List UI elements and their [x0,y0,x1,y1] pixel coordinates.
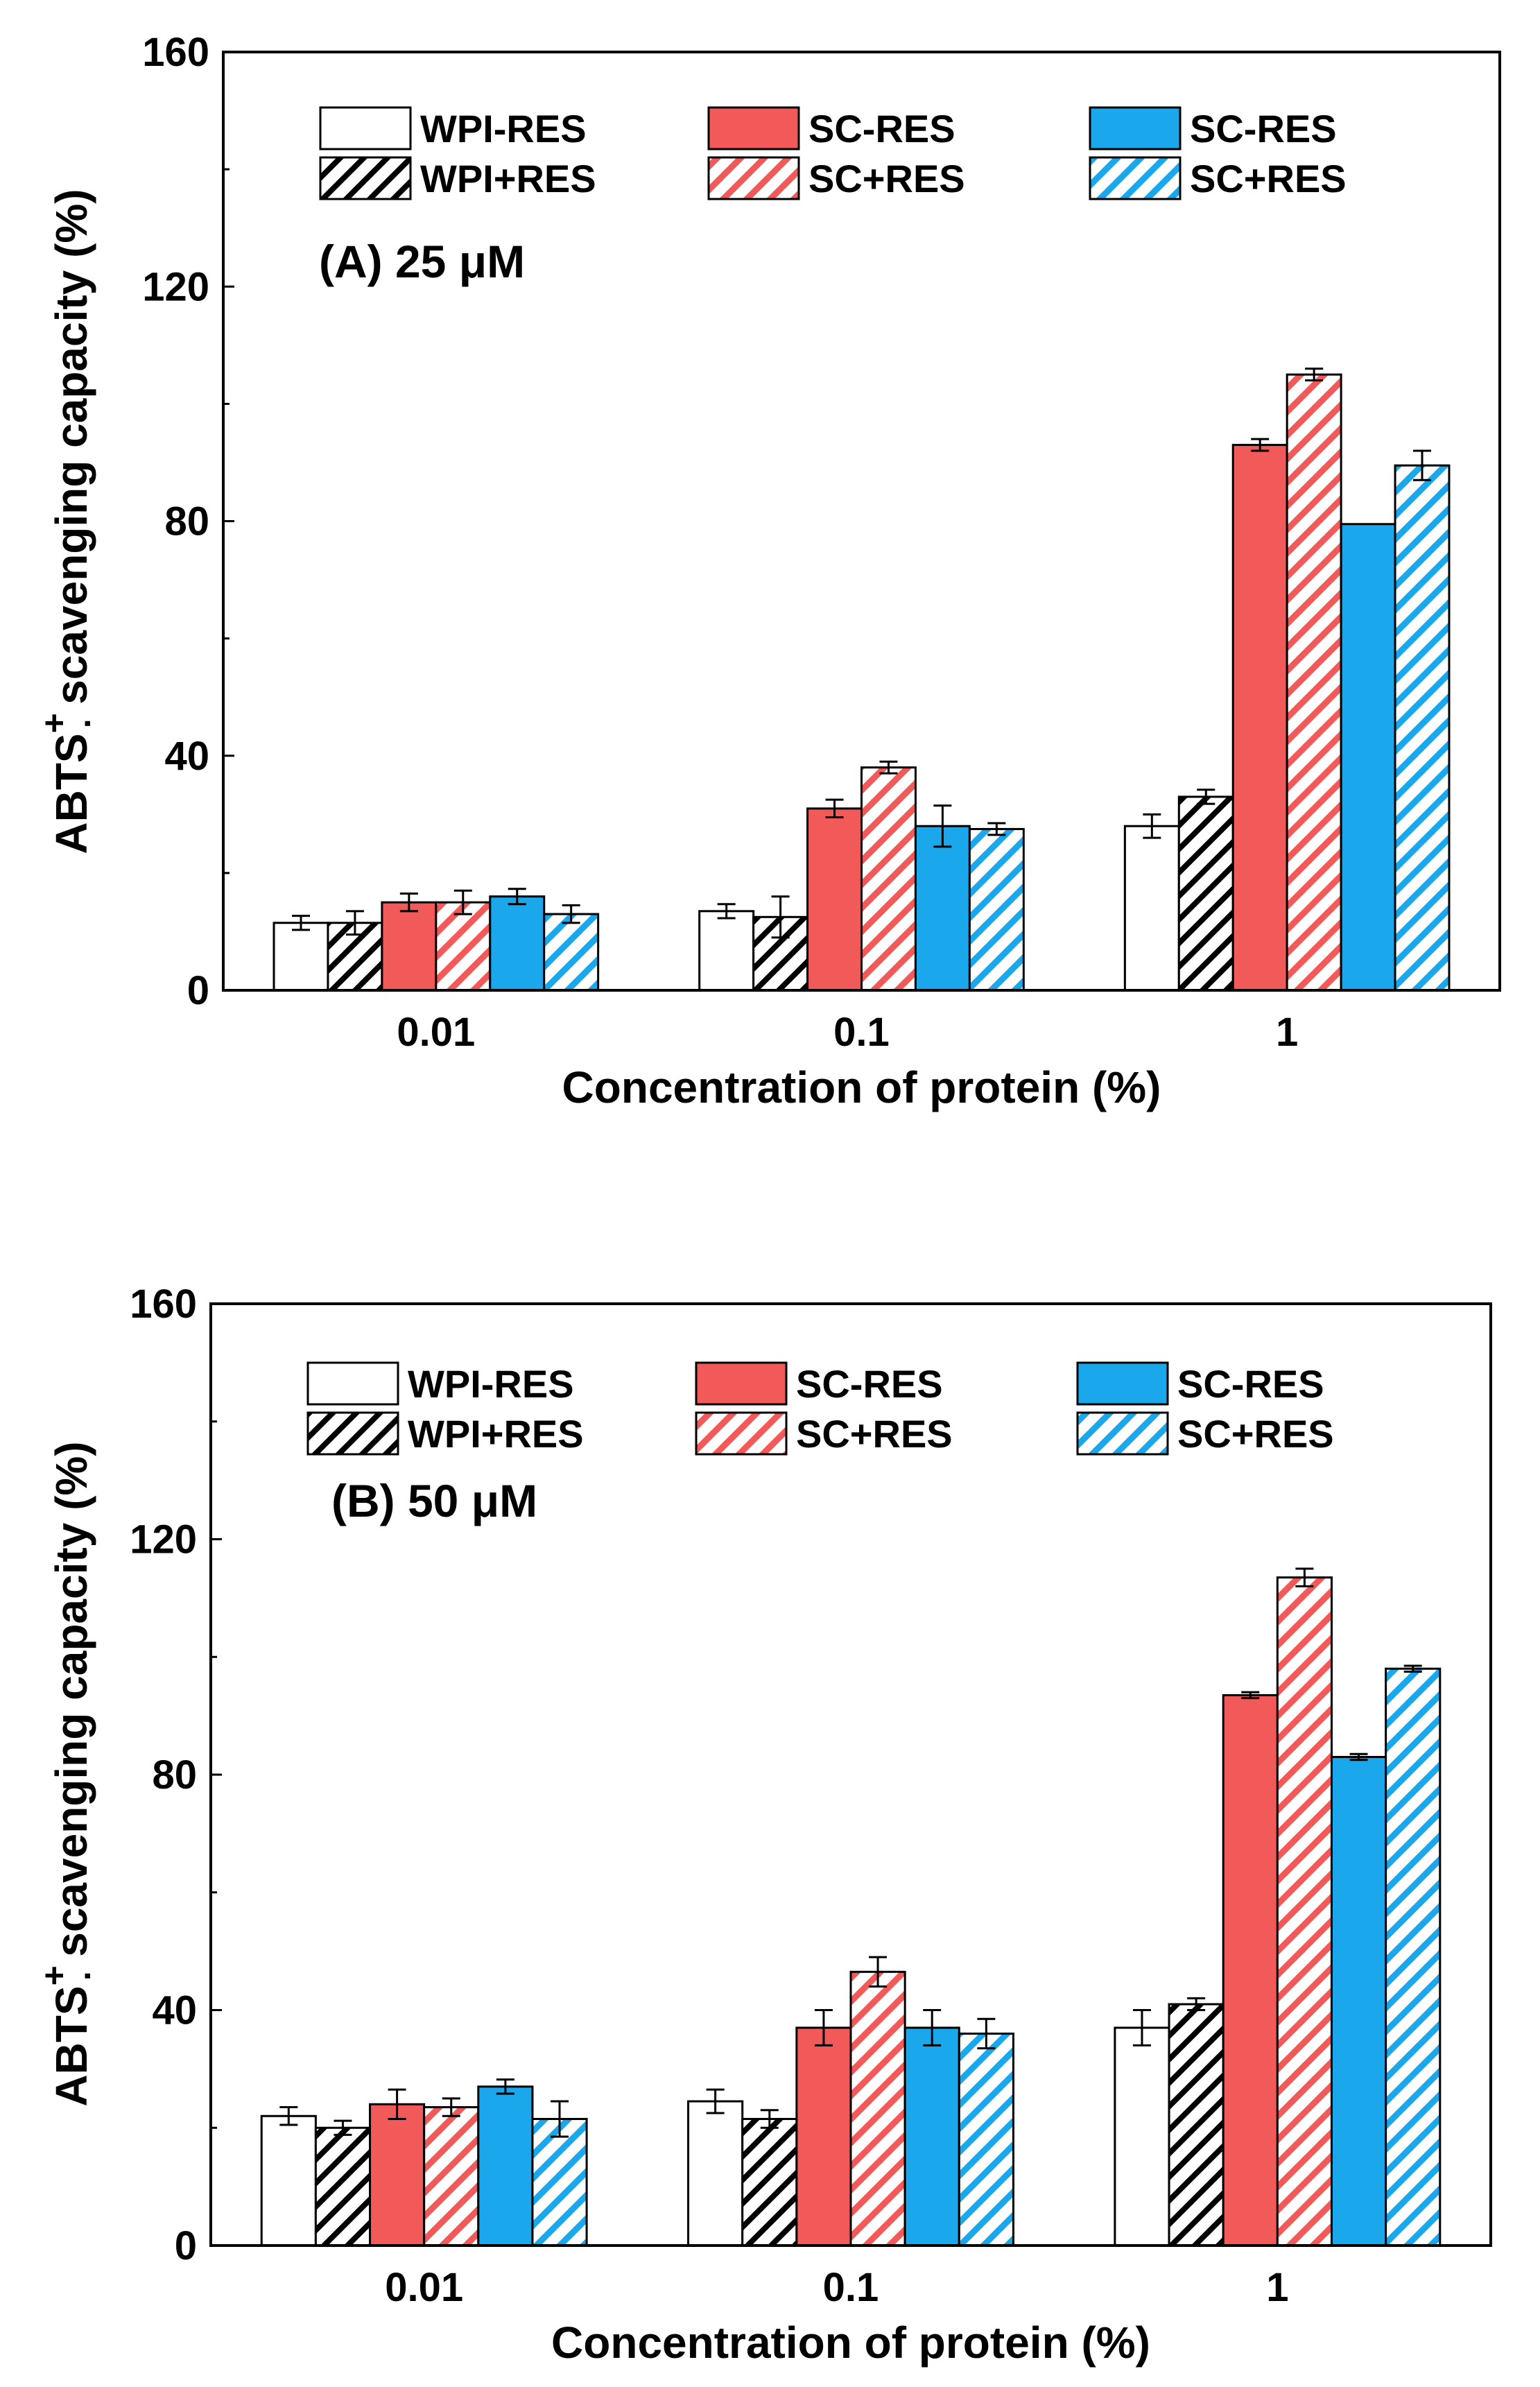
y-tick-label: 80 [152,1752,197,1798]
legend-label: SC-RES [1190,107,1337,150]
legend-label: SC-RES [1177,1362,1324,1406]
y-tick-label: 120 [130,1517,197,1562]
legend-label: SC+RES [1177,1412,1334,1456]
x-tick-label: 0.01 [397,1010,475,1055]
legend-swatch [1076,1411,1169,1456]
y-axis-label-prefix: ABTS [46,1985,96,2106]
y-tick-label: 0 [175,2223,197,2268]
legend-swatch [1076,1361,1169,1406]
legend-label: SC-RES [808,107,955,150]
plot-frame [209,1302,1492,2247]
y-axis-label-superscript: + [35,713,73,733]
legend-swatch [306,1361,399,1406]
bar-scplusres-red [860,766,917,992]
bar-scplusres-blue [968,827,1025,992]
plot-frame [222,51,1501,992]
y-tick-label: 80 [164,499,209,544]
legend-label: WPI+RES [420,157,596,200]
bar-scplusres-blue [1385,1667,1442,2247]
legend-swatch [306,1411,399,1456]
y-axis-label-dot: · [68,1970,107,1981]
bar-scplusres-red [423,2106,480,2247]
bar-wpiplusres-white [314,2126,372,2247]
y-axis-label-suffix: scavenging capacity (%) [46,189,96,716]
bar-scplusres-blue [543,913,600,992]
x-axis-label: Concentration of protein (%) [551,2318,1150,2368]
legend-swatch [695,1361,788,1406]
bar-wpiplusres-white [1177,795,1234,992]
x-tick-label: 0.1 [823,2265,879,2310]
legend-label: SC-RES [796,1362,943,1406]
legend-label: WPI+RES [408,1412,584,1456]
bar-wpiminusres-white [687,2100,744,2247]
bar-wpiminusres-white [1123,825,1180,992]
bar-scminusres-red [1222,1694,1279,2247]
bar-scminusres-red [795,2026,852,2247]
y-axis-label: ABTS+· scavenging capacity (%) [35,1441,107,2106]
bar-scminusres-blue [1330,1756,1387,2247]
legend-label: WPI-RES [408,1362,574,1406]
x-tick-label: 0.01 [385,2265,463,2310]
y-axis-label-dot: · [68,717,107,729]
bar-wpiplusres-white [741,2118,798,2247]
chart-panel-a: 0 40 80 120 160 0.01 0.1 1 Concentration of prot… [35,30,1501,1112]
bar-wpiminusres-white [272,922,329,992]
legend-label: SC+RES [1190,157,1347,200]
x-tick-label: 1 [1276,1010,1298,1055]
bar-scminusres-red [369,2103,426,2247]
legend-swatch [707,106,800,150]
y-tick-label: 160 [142,30,209,75]
legend-label: WPI-RES [420,107,587,150]
bar-scplusres-red [1276,1576,1333,2247]
bar-wpiminusres-white [260,2114,317,2247]
panel-label: (B) 50 μM [331,1475,537,1526]
legend-label: SC+RES [808,157,965,200]
bar-scminusres-red [806,807,863,992]
bar-scminusres-red [1231,444,1288,992]
legend-swatch [695,1411,788,1456]
x-tick-label: 0.1 [833,1010,890,1055]
bar-scminusres-blue [1340,523,1396,992]
bar-wpiminusres-white [1114,2026,1170,2247]
bar-scminusres-blue [914,825,971,992]
legend-label: SC+RES [796,1412,953,1456]
bar-scminusres-blue [477,2085,534,2247]
bar-scminusres-red [381,901,438,992]
x-axis-label: Concentration of protein (%) [562,1062,1161,1112]
y-axis-label-prefix: ABTS [46,733,96,854]
y-tick-label: 160 [130,1282,197,1327]
y-tick-label: 40 [152,1988,197,2033]
y-tick-label: 120 [142,264,209,309]
bar-wpiminusres-white [698,910,755,992]
y-tick-label: 40 [164,734,209,779]
bar-scplusres-blue [1394,464,1451,992]
x-tick-label: 1 [1266,2265,1288,2310]
bar-scplusres-blue [958,2032,1014,2247]
bar-scminusres-blue [903,2026,960,2247]
bar-scplusres-red [435,901,492,992]
y-axis-label: ABTS+· scavenging capacity (%) [35,189,107,854]
legend-swatch [1089,106,1182,150]
chart-panel-b: 0 40 80 120 160 0.01 0.1 1 Concentration of prot… [35,1282,1492,2368]
legend-swatch [1089,156,1182,200]
bar-scplusres-red [849,1970,906,2247]
legend-swatch [319,106,412,150]
y-tick-label: 0 [187,968,209,1013]
y-axis-label-suffix: scavenging capacity (%) [46,1441,96,1969]
bar-scminusres-blue [489,895,546,992]
bar-scplusres-blue [531,2118,588,2247]
panel-label: (A) 25 μM [319,236,525,287]
bar-wpiplusres-white [1168,2003,1225,2247]
legend-swatch [707,156,800,200]
y-axis-label-superscript: + [35,1965,73,1985]
legend-swatch [319,156,412,200]
bar-scplusres-red [1286,373,1342,992]
